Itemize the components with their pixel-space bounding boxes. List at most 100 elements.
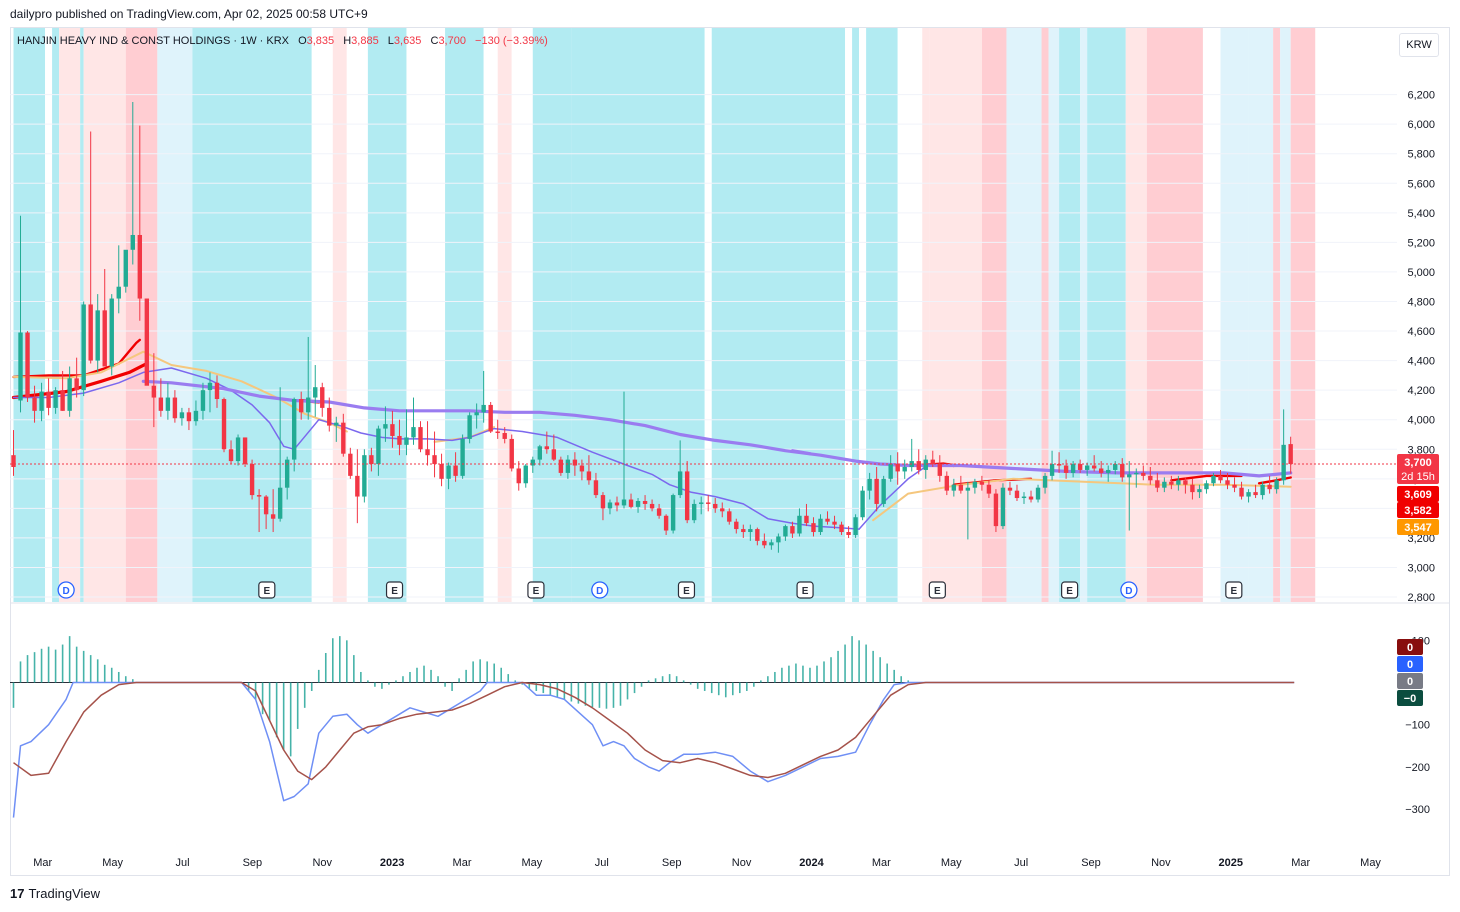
background-zone — [311, 28, 333, 602]
candle — [537, 444, 543, 466]
legend-high-value: 3,885 — [351, 35, 379, 47]
candle-body — [1190, 484, 1195, 493]
candle-body — [228, 449, 234, 462]
macd-tick-label: −300 — [1405, 804, 1430, 816]
dividend-label: D — [1125, 586, 1132, 597]
candle-body — [748, 529, 753, 533]
candle-body — [172, 397, 178, 419]
candle-body — [628, 499, 634, 507]
candle-body — [741, 529, 746, 533]
earnings-icon — [796, 581, 814, 599]
candle — [944, 471, 950, 496]
candle — [467, 412, 472, 444]
candle — [1232, 477, 1237, 493]
candle-body — [699, 502, 704, 504]
candle — [235, 434, 241, 466]
candle — [1281, 409, 1286, 485]
candle-body — [1098, 468, 1104, 473]
macd-tag — [1397, 639, 1423, 655]
candle — [1260, 481, 1265, 500]
price-tick-label: 3,200 — [1407, 533, 1435, 545]
candle-body — [895, 464, 900, 472]
candle-body — [46, 391, 51, 408]
candle-body — [291, 399, 297, 460]
candle-body — [544, 446, 550, 450]
price-tick-label: 4,000 — [1407, 415, 1435, 427]
candle — [923, 455, 928, 479]
background-zone — [852, 28, 860, 602]
candle-body — [600, 495, 606, 509]
candle-body — [804, 515, 809, 524]
candle-body — [460, 438, 465, 476]
tradingview-logo[interactable]: 17 TradingView — [10, 886, 100, 901]
background-zone — [1080, 28, 1088, 602]
candle-body — [670, 495, 676, 531]
candle-body — [720, 508, 725, 512]
background-zone — [704, 28, 712, 602]
background-zone — [511, 28, 533, 602]
candle-body — [263, 496, 269, 515]
candle-body — [102, 310, 107, 367]
candle-body — [923, 459, 928, 470]
candle — [221, 397, 227, 453]
candle-body — [1267, 484, 1272, 490]
candle-body — [1218, 475, 1223, 481]
candle — [25, 331, 30, 402]
candle-body — [1035, 487, 1041, 500]
candle — [825, 511, 830, 525]
candle — [699, 496, 704, 515]
earnings-icon — [1061, 581, 1079, 599]
candle-body — [11, 455, 16, 467]
candle — [495, 419, 500, 439]
price-tick-label: 4,600 — [1407, 326, 1435, 338]
candle-body — [972, 481, 978, 488]
candle-body — [186, 412, 192, 422]
candle — [46, 378, 51, 416]
background-zone — [1280, 28, 1291, 602]
candle-body — [1211, 475, 1216, 484]
candle — [1035, 484, 1041, 503]
candle — [1042, 472, 1048, 494]
candle-body — [537, 446, 543, 460]
background-zone — [406, 28, 446, 602]
candle-body — [53, 390, 58, 408]
candle-body — [397, 435, 402, 445]
candle-body — [818, 518, 823, 533]
background-zone — [1290, 28, 1316, 602]
candle — [116, 245, 121, 314]
candle — [502, 427, 507, 444]
background-zone — [922, 28, 930, 602]
candle — [1070, 461, 1076, 478]
earnings-marker: E — [1225, 581, 1243, 599]
candle — [432, 431, 437, 478]
candle-body — [32, 397, 37, 411]
price-tag — [1397, 486, 1439, 502]
ema-red — [12, 338, 142, 379]
macd-tag-value: 0 — [1407, 642, 1413, 654]
candle — [1211, 472, 1216, 487]
macd-tag-value: −0 — [1404, 693, 1417, 705]
candle-body — [453, 465, 458, 476]
legend-high-label: H — [343, 35, 352, 47]
candle — [818, 514, 823, 535]
dividend-icon — [57, 581, 75, 599]
candlesticks — [11, 101, 1293, 553]
currency-button[interactable]: KRW — [1399, 33, 1439, 57]
candle-body — [439, 464, 444, 479]
earnings-label: E — [802, 586, 809, 597]
legend-change: −130 (−3.39%) — [475, 35, 548, 47]
candle — [607, 499, 613, 515]
candle-body — [1246, 492, 1251, 497]
candle — [783, 524, 788, 541]
candle — [376, 425, 381, 476]
candle — [81, 301, 86, 397]
candle-body — [579, 465, 585, 472]
candle-body — [621, 499, 627, 506]
candle — [1049, 450, 1055, 481]
background-zone — [125, 28, 158, 602]
candle — [516, 461, 521, 491]
background-zone — [45, 28, 53, 602]
candle — [881, 475, 886, 507]
